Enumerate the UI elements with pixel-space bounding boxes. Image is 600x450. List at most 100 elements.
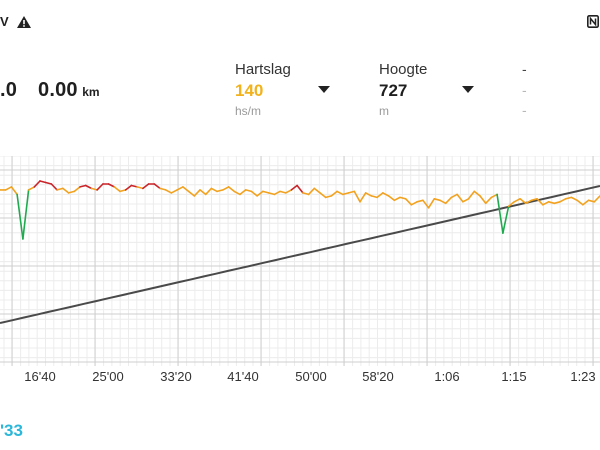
heart-rate-segment bbox=[227, 186, 236, 193]
heart-rate-segment bbox=[467, 190, 476, 200]
heart-rate-segment bbox=[96, 183, 104, 191]
heart-rate-segment bbox=[582, 199, 590, 206]
heart-rate-segment bbox=[273, 190, 281, 196]
heart-rate-segment bbox=[284, 189, 293, 194]
x-tick-label: 25'00 bbox=[92, 369, 123, 384]
heart-rate-segment bbox=[564, 196, 573, 200]
heart-rate-segment bbox=[50, 183, 58, 191]
heart-rate-segment bbox=[513, 197, 521, 203]
heart-rate-segment bbox=[410, 200, 418, 206]
heart-rate-segment bbox=[587, 199, 596, 203]
heart-rate-segment bbox=[27, 186, 36, 191]
heart-rate-segment bbox=[210, 187, 218, 193]
x-axis-ticks: 16'40 25'00 33'20 41'40 50'00 58'20 1:06 1:15 1:… bbox=[24, 369, 595, 384]
x-tick-label: 41'40 bbox=[227, 369, 258, 384]
heart-rate-segment bbox=[84, 184, 93, 190]
heart-rate-segment bbox=[364, 192, 373, 197]
x-tick-label: 58'20 bbox=[362, 369, 393, 384]
heart-rate-segment bbox=[576, 199, 584, 206]
heart-rate-segment bbox=[502, 205, 510, 234]
heart-rate-segment bbox=[519, 197, 527, 205]
heart-rate-segment bbox=[296, 184, 304, 194]
x-tick-label: 16'40 bbox=[24, 369, 55, 384]
heart-rate-segment bbox=[330, 190, 338, 197]
distance-value: 0.00 bbox=[38, 79, 78, 101]
metric-unit-altitude: m bbox=[379, 104, 389, 118]
heart-rate-segment bbox=[462, 197, 470, 203]
heart-rate-segment bbox=[382, 192, 390, 197]
x-tick-label: 1:06 bbox=[434, 369, 459, 384]
heart-rate-segment bbox=[204, 187, 213, 196]
heart-rate-segment bbox=[153, 183, 161, 190]
heart-rate-segment bbox=[530, 197, 538, 202]
heart-rate-segment bbox=[427, 197, 436, 209]
heart-rate-segment bbox=[336, 190, 344, 196]
heart-rate-segment bbox=[44, 181, 53, 185]
heart-rate-segment bbox=[267, 192, 276, 196]
heart-rate-segment bbox=[216, 189, 224, 193]
altitude-dropdown-triangle-down-icon[interactable] bbox=[462, 86, 474, 94]
heart-rate-segment bbox=[553, 200, 561, 205]
heart-rate-segment bbox=[33, 180, 41, 188]
heart-rate-segment bbox=[119, 189, 127, 193]
heart-rate-segment bbox=[353, 190, 361, 203]
heart-rate-segment bbox=[142, 183, 150, 190]
heart-rate-segment bbox=[307, 187, 316, 196]
heart-rate-segment bbox=[130, 184, 138, 188]
metric-label-empty: - bbox=[522, 61, 527, 77]
heart-rate-segment bbox=[233, 190, 241, 196]
heart-rate-segment bbox=[256, 190, 264, 197]
heart-rate-segment bbox=[187, 190, 196, 197]
heart-rate-segment bbox=[279, 190, 287, 194]
heart-rate-segment bbox=[393, 196, 401, 202]
heart-rate-segment bbox=[67, 190, 76, 194]
metric-unit-heart-rate: hs/m bbox=[235, 104, 262, 118]
heart-rate-segment bbox=[10, 186, 18, 196]
heart-rate-segment bbox=[542, 200, 550, 206]
heart-rate-segment bbox=[404, 197, 413, 206]
heart-rate-segment bbox=[250, 190, 258, 197]
heart-rate-segment bbox=[16, 193, 24, 240]
heart-rate-segment bbox=[359, 192, 367, 203]
heart-rate-segment bbox=[222, 186, 230, 191]
status-text: V bbox=[0, 14, 9, 29]
heart-rate-segment bbox=[22, 189, 30, 240]
workout-chart[interactable]: 16'40 25'00 33'20 41'40 50'00 58'20 1:06 1:15 1:… bbox=[0, 156, 600, 386]
heart-rate-segment bbox=[302, 192, 310, 196]
warning-triangle-icon bbox=[17, 16, 31, 28]
metric-value-heart-rate: 140 bbox=[235, 81, 264, 100]
heart-rate-segment bbox=[387, 195, 396, 202]
heart-rate-segment bbox=[4, 186, 13, 191]
heart-rate-segment bbox=[473, 190, 481, 197]
summary-first-value: .0 bbox=[0, 79, 18, 101]
metric-label-altitude: Hoogte bbox=[379, 61, 428, 78]
heart-rate-segment bbox=[444, 196, 453, 205]
heart-rate-segment bbox=[559, 197, 567, 203]
heart-rate-segment bbox=[547, 200, 556, 205]
heart-rate-segment bbox=[324, 195, 333, 199]
heart-rate-segment bbox=[159, 187, 167, 191]
heart-rate-segment bbox=[450, 193, 458, 199]
heart-rate-segment bbox=[376, 192, 384, 199]
heart-rate-segment bbox=[570, 196, 578, 202]
heart-rate-segment bbox=[342, 192, 350, 196]
heart-rate-segment bbox=[136, 186, 144, 190]
x-tick-label: 1:15 bbox=[501, 369, 526, 384]
distance-unit: km bbox=[82, 85, 100, 99]
heart-rate-line bbox=[0, 180, 600, 240]
heart-rate-segment bbox=[347, 190, 356, 194]
heart-rate-segment bbox=[239, 189, 247, 196]
heart-rate-segment bbox=[164, 189, 173, 194]
heart-rate-segment bbox=[507, 200, 516, 208]
heart-rate-segment bbox=[370, 195, 378, 199]
heart-rate-segment bbox=[113, 186, 121, 193]
heart-rate-segment bbox=[479, 195, 487, 205]
heart-rate-segment bbox=[107, 183, 116, 188]
heart-rate-segment bbox=[79, 184, 87, 188]
heart-rate-segment bbox=[496, 193, 504, 234]
heart-rate-segment bbox=[124, 184, 133, 191]
heart-rate-dropdown-triangle-down-icon[interactable] bbox=[318, 86, 330, 94]
heart-rate-segment bbox=[536, 197, 544, 206]
heart-rate-segment bbox=[262, 190, 270, 194]
metric-label-heart-rate: Hartslag bbox=[235, 61, 291, 78]
